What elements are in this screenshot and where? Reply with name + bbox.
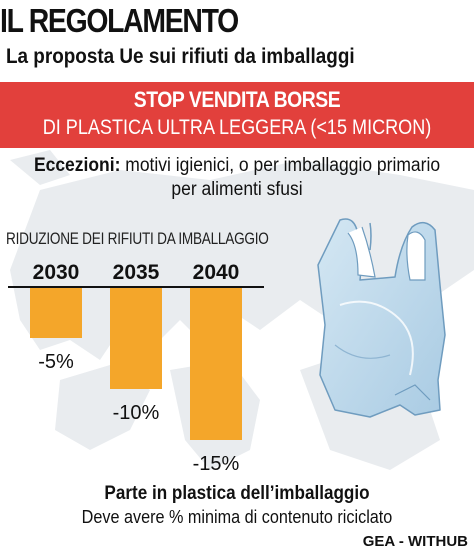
- bar-2030: [30, 288, 82, 338]
- bar-2035: [110, 288, 162, 389]
- stop-banner: STOP VENDITA BORSE DI PLASTICA ULTRA LEG…: [0, 82, 474, 148]
- exceptions-note: Eccezioni: motivi igienici, o per imball…: [19, 154, 455, 202]
- banner-headline: STOP VENDITA BORSE: [133, 87, 341, 112]
- category-label-2035: 2035: [113, 261, 160, 284]
- footer-subtitle: Deve avere % minima di contenuto ricicla…: [81, 507, 393, 527]
- value-label-2035: -10%: [113, 402, 160, 424]
- exceptions-text-1: motivi igienici, o per imballaggio prima…: [120, 155, 441, 176]
- category-label-2030: 2030: [33, 261, 80, 284]
- exceptions-line-1: Eccezioni: motivi igienici, o per imball…: [19, 154, 455, 178]
- exceptions-text-2: per alimenti sfusi: [171, 179, 303, 200]
- chart-title: RIDUZIONE DEI RIFIUTI DA IMBALLAGGIO: [6, 229, 269, 248]
- bar-2040: [190, 288, 242, 440]
- footer-title: Parte in plastica dell’imballaggio: [104, 483, 370, 504]
- exceptions-label: Eccezioni:: [33, 155, 121, 176]
- banner-detail: DI PLASTICA ULTRA LEGGERA (<15 MICRON): [42, 116, 432, 139]
- value-label-2030: -5%: [38, 351, 74, 373]
- page-subtitle: La proposta Ue sui rifiuti da imballaggi: [6, 45, 355, 68]
- plastic-bag-icon: [317, 218, 446, 418]
- category-label-2040: 2040: [193, 261, 240, 284]
- value-label-2040: -15%: [193, 453, 240, 475]
- reduction-bar-chart: 2030 -5% 2035 -10% 2040 -15%: [8, 261, 264, 475]
- page-title: IL REGOLAMENTO: [0, 2, 239, 39]
- credit-label: GEA - WITHUB: [356, 532, 474, 553]
